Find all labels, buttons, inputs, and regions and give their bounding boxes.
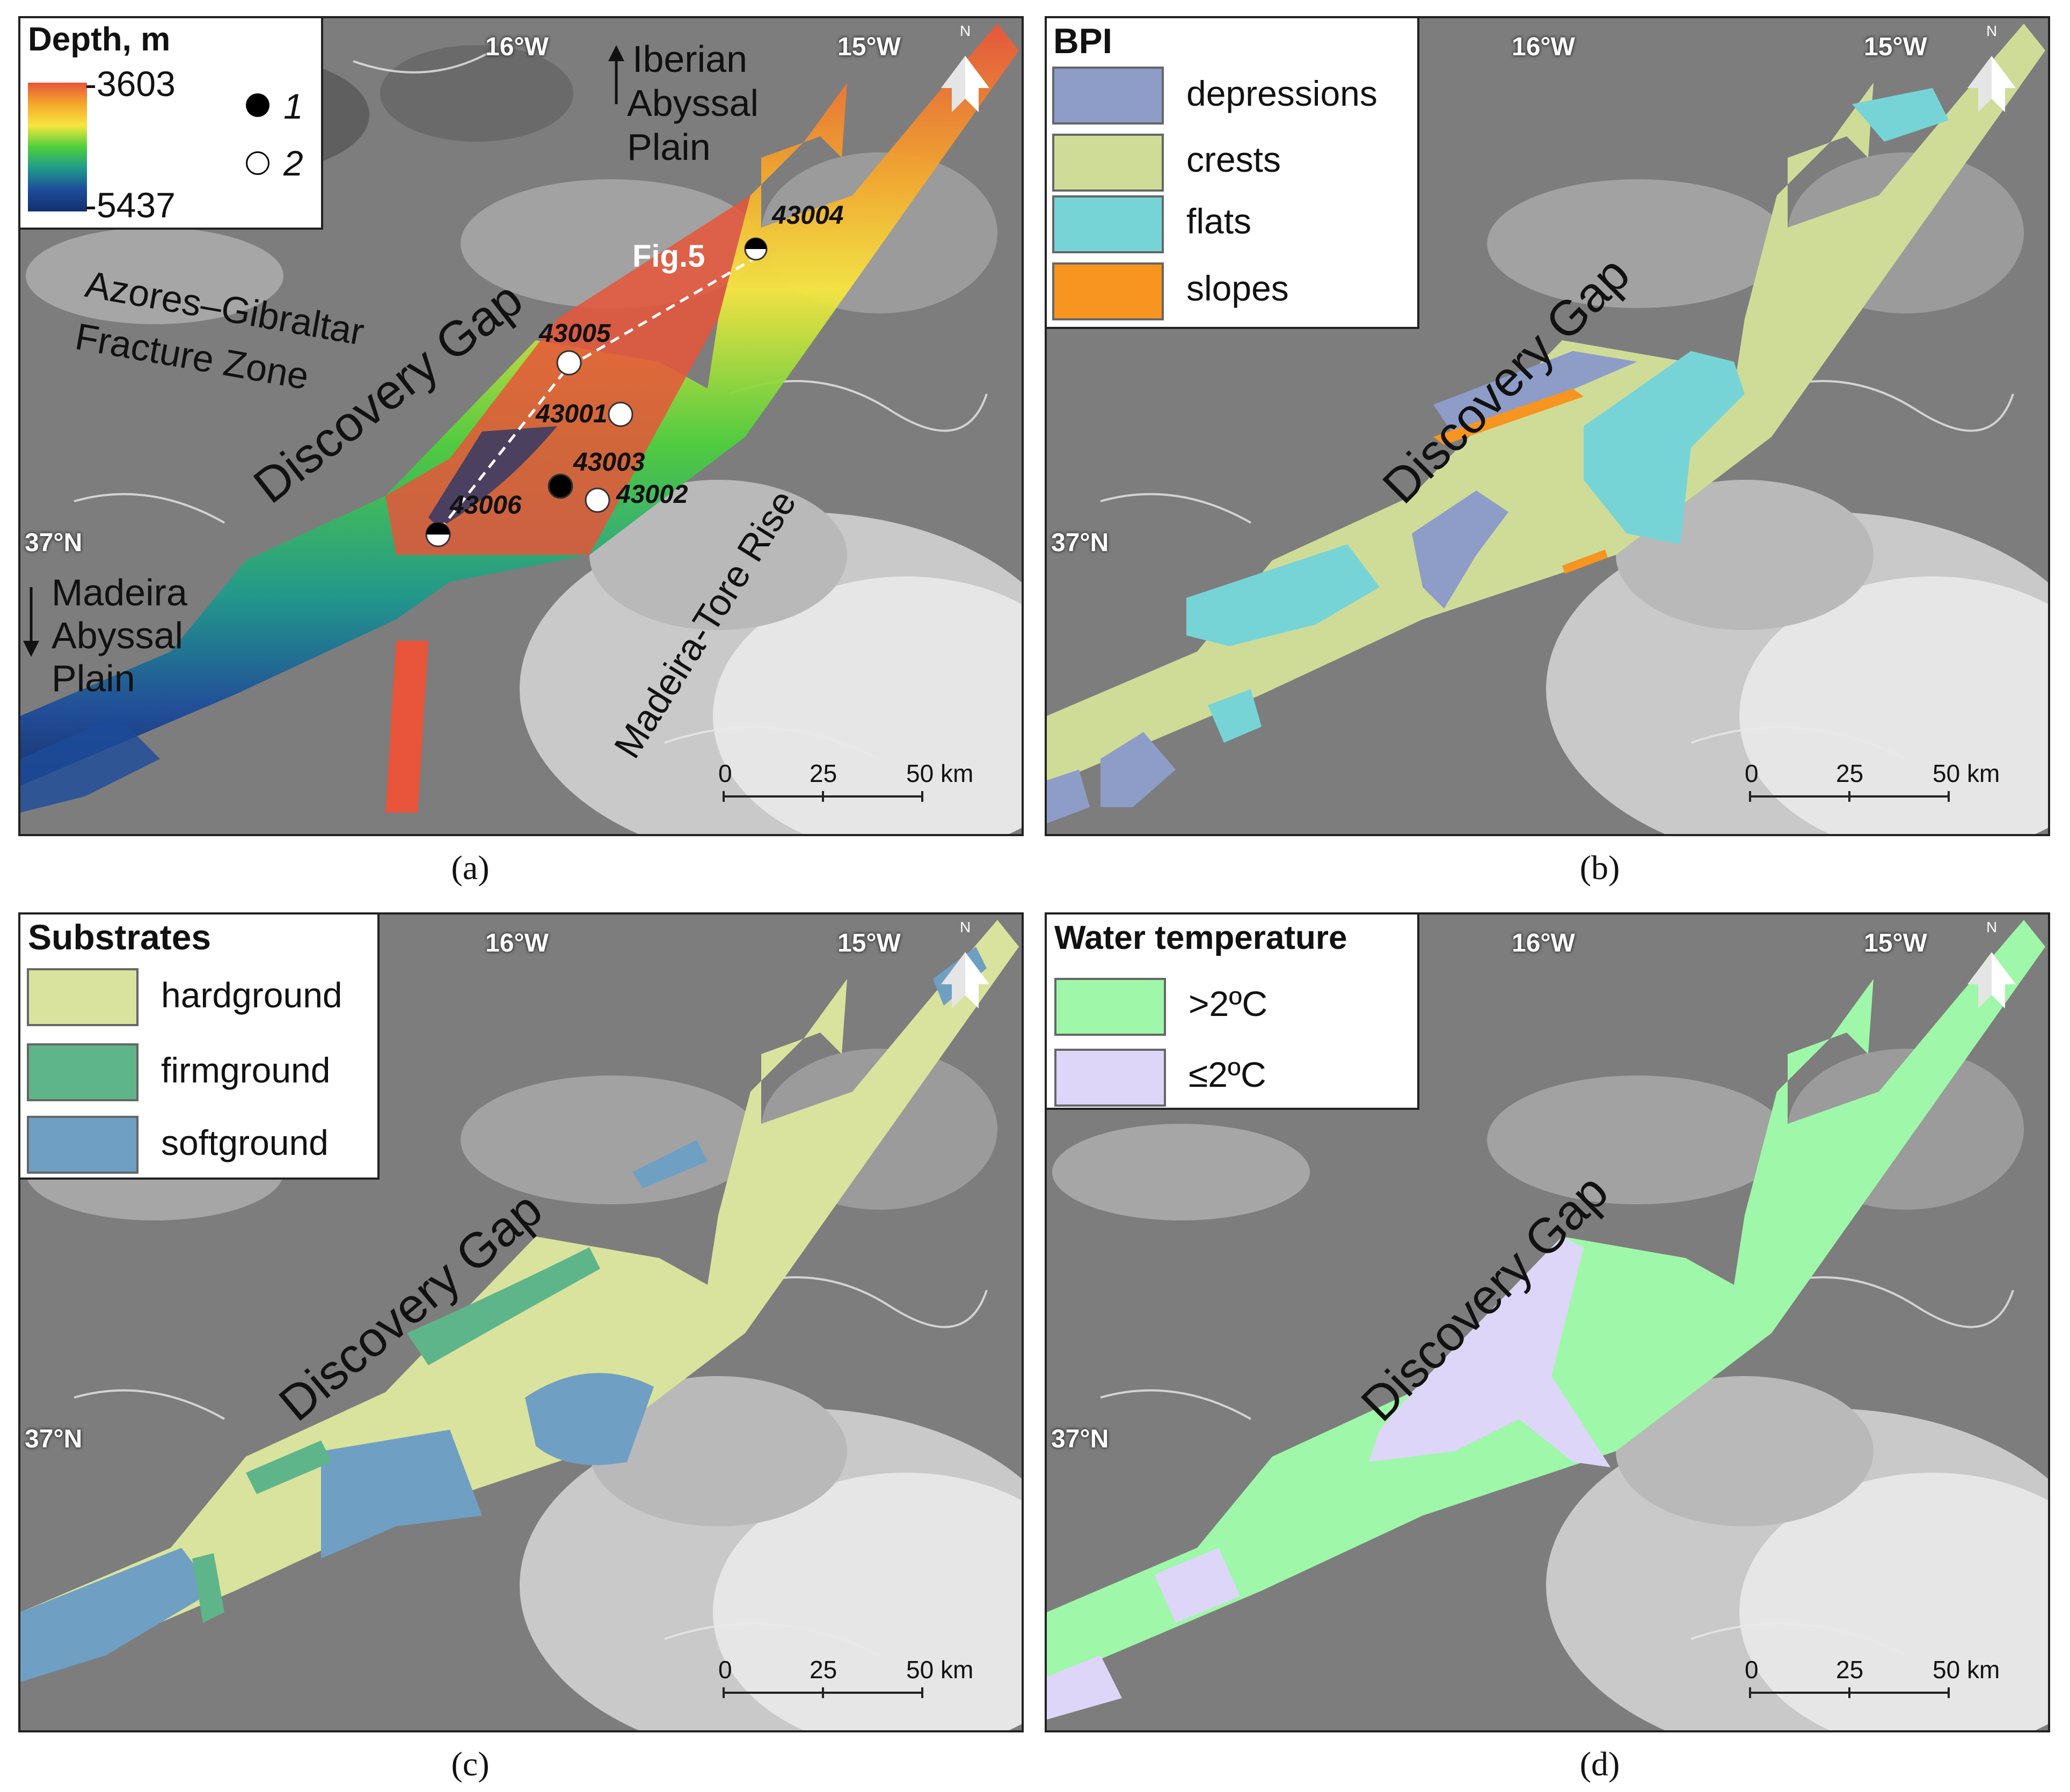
legend-swatch-slopes — [1052, 262, 1164, 320]
lon-label-16w: 16°W — [485, 929, 549, 957]
station-label: 43001 — [536, 400, 608, 428]
panel-a-depth-map: Depth, m -3603 -5437 1 2 16°W 15°W 37°N … — [18, 16, 1024, 836]
legend-label-depressions: depressions — [1186, 74, 1377, 113]
depth-min-label: -5437 — [85, 185, 176, 225]
depth-max-label: -3603 — [85, 64, 176, 104]
panel-c-substrates-map: Substrates hardground firmground softgro… — [18, 912, 1024, 1732]
iberian-label-line3: Plain — [627, 126, 711, 168]
scale-tick-50: 50 km — [1933, 1656, 2000, 1684]
scale-tick-50: 50 km — [1933, 759, 2000, 787]
north-arrow-letter: N — [960, 23, 971, 39]
legend-label-slopes: slopes — [1186, 268, 1289, 308]
legend-label-firmground: firmground — [161, 1050, 331, 1090]
madeira-label-line2: Abyssal — [52, 615, 184, 656]
station-label: 43004 — [772, 201, 844, 230]
caption-b: (b) — [1579, 849, 1620, 887]
filled-dot-icon — [246, 93, 269, 117]
substrates-legend: Substrates hardground firmground softgro… — [20, 915, 380, 1180]
legend-swatch-warm — [1054, 978, 1166, 1036]
legend-label-cold: ≤2ºC — [1189, 1055, 1266, 1094]
depth-legend: Depth, m -3603 -5437 1 2 — [20, 18, 323, 230]
north-arrow-letter: N — [1986, 23, 1998, 39]
lat-label-37n: 37°N — [1051, 1425, 1109, 1453]
scale-tick-25: 25 — [1836, 759, 1864, 787]
lat-label-37n: 37°N — [25, 1425, 83, 1453]
caption-a: (a) — [451, 849, 490, 887]
legend-label-flats: flats — [1186, 201, 1252, 241]
lat-label-37n: 37°N — [25, 529, 83, 557]
legend-swatch-hardground — [27, 968, 139, 1026]
scale-tick-50: 50 km — [906, 1656, 974, 1684]
north-arrow-letter: N — [960, 919, 971, 935]
scale-tick-0: 0 — [718, 1656, 732, 1684]
depth-color-ramp — [28, 83, 87, 211]
legend-label-softground: softground — [161, 1123, 329, 1162]
lon-label-15w: 15°W — [837, 33, 901, 61]
scale-tick-0: 0 — [1745, 759, 1759, 787]
legend-title: Depth, m — [28, 21, 171, 58]
bpi-legend: BPI depressions crests flats slopes — [1047, 18, 1419, 329]
bathymetry-background — [20, 915, 1022, 1730]
station-label: 43002 — [616, 480, 688, 509]
station-label: 43003 — [573, 448, 645, 477]
lat-label-37n: 37°N — [1051, 529, 1109, 557]
station-label: 43005 — [539, 319, 611, 348]
temperature-legend: Water temperature >2ºC ≤2ºC — [1047, 915, 1419, 1110]
legend-title: BPI — [1053, 21, 1113, 61]
lon-label-15w: 15°W — [1864, 33, 1927, 61]
iberian-label-line1: Iberian — [632, 38, 748, 80]
panel-b-bpi-map: BPI depressions crests flats slopes 16°W… — [1045, 16, 2050, 836]
legend-title: Substrates — [28, 917, 212, 957]
scale-tick-50: 50 km — [906, 759, 974, 787]
caption-c: (c) — [451, 1745, 490, 1783]
legend-label-crests: crests — [1186, 140, 1281, 179]
legend-title: Water temperature — [1054, 919, 1347, 956]
lon-label-16w: 16°W — [485, 33, 549, 61]
legend-swatch-cold — [1054, 1049, 1166, 1107]
legend-label-warm: >2ºC — [1189, 984, 1268, 1023]
scale-tick-25: 25 — [810, 1656, 837, 1684]
legend-swatch-depressions — [1052, 67, 1164, 125]
legend-label-hardground: hardground — [161, 975, 342, 1015]
fig5-label: Fig.5 — [632, 239, 705, 274]
marker-2-label: 2 — [283, 143, 303, 183]
lon-label-15w: 15°W — [837, 929, 901, 957]
north-arrow-letter: N — [1986, 919, 1998, 935]
legend-swatch-crests — [1052, 134, 1164, 192]
lon-label-16w: 16°W — [1512, 929, 1575, 957]
scale-tick-0: 0 — [718, 759, 732, 787]
lon-label-15w: 15°W — [1864, 929, 1927, 957]
legend-swatch-firmground — [27, 1043, 139, 1101]
caption-d: (d) — [1579, 1745, 1620, 1783]
madeira-label-line3: Plain — [52, 657, 135, 699]
marker-1-label: 1 — [283, 86, 303, 126]
scale-tick-0: 0 — [1745, 1656, 1759, 1684]
scale-tick-25: 25 — [1836, 1656, 1864, 1684]
lon-label-16w: 16°W — [1512, 33, 1575, 61]
open-dot-icon — [246, 151, 269, 175]
madeira-label-line1: Madeira — [52, 572, 187, 613]
station-label: 43006 — [450, 491, 522, 520]
legend-swatch-softground — [27, 1116, 139, 1174]
legend-swatch-flats — [1052, 195, 1164, 253]
panel-d-water-temperature-map: Water temperature >2ºC ≤2ºC 16°W 15°W 37… — [1045, 912, 2050, 1732]
scale-tick-25: 25 — [810, 759, 837, 787]
iberian-label-line2: Abyssal — [627, 82, 759, 124]
